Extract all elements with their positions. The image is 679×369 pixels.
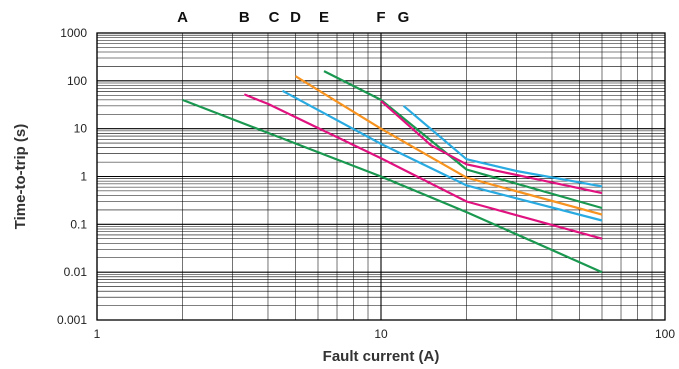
y-tick-label: 100 bbox=[67, 74, 87, 88]
curve-label-g: G bbox=[398, 9, 410, 26]
y-tick-label: 1000 bbox=[60, 26, 87, 40]
curve-label-c: C bbox=[269, 9, 280, 26]
series-line-5 bbox=[323, 70, 603, 210]
series-line-2 bbox=[243, 93, 603, 240]
curve-label-f: F bbox=[376, 9, 385, 26]
plot-area bbox=[96, 32, 666, 321]
y-axis-title: Time-to-trip (s) bbox=[12, 124, 29, 230]
series-line-3 bbox=[281, 89, 603, 222]
x-tick-label: 10 bbox=[374, 327, 388, 341]
series-line-4 bbox=[294, 75, 603, 216]
curve-label-d: D bbox=[290, 9, 301, 26]
series-line-6 bbox=[380, 100, 603, 195]
y-tick-label: 0.001 bbox=[57, 313, 87, 327]
y-tick-label: 0.01 bbox=[64, 265, 88, 279]
series-line-7 bbox=[402, 104, 603, 188]
curve-label-b: B bbox=[239, 9, 250, 26]
y-tick-label: 1 bbox=[80, 170, 87, 184]
series-lines bbox=[182, 70, 603, 274]
x-axis-title: Fault current (A) bbox=[323, 348, 440, 365]
y-tick-label: 10 bbox=[74, 122, 88, 136]
curve-label-a: A bbox=[177, 9, 188, 26]
tick-labels: 1 10 100 0.001 0.01 0.1 1 10 100 1000 bbox=[57, 26, 675, 341]
y-tick-label: 0.1 bbox=[70, 217, 87, 231]
x-tick-label: 100 bbox=[655, 327, 675, 341]
x-tick-label: 1 bbox=[94, 327, 101, 341]
curve-label-e: E bbox=[319, 9, 329, 26]
series-line-1 bbox=[182, 98, 603, 274]
